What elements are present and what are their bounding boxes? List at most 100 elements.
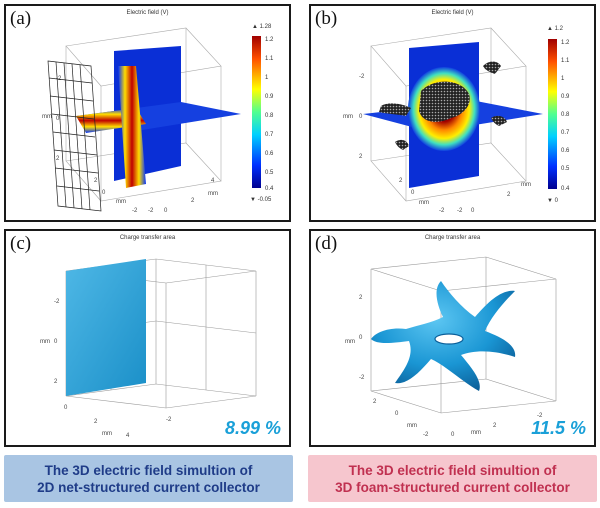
panel-title: Charge transfer area [424, 235, 481, 241]
tick: 2 [507, 192, 511, 198]
colorbar-tick: 1 [561, 76, 565, 82]
tick: 0 [471, 208, 475, 214]
charge-transfer-percentage: 8.99 % [224, 418, 281, 438]
colorbar-tick: 0.5 [265, 170, 274, 176]
colorbar-max: ▲ 1.28 [252, 24, 272, 30]
tick: 2 [359, 295, 363, 301]
current-collector-net [47, 60, 102, 212]
tick: 2 [56, 156, 60, 162]
panel-d-plot: 2 0 -2 mm 2 0 mm -2 0 2 mm -2 [345, 256, 557, 438]
axis-label: mm [116, 199, 126, 205]
tick: 2 [373, 399, 377, 405]
colorbar [252, 36, 261, 188]
colorbar-tick: 0.4 [265, 186, 274, 192]
colorbar-max: ▲ 1.2 [547, 26, 564, 32]
panel-label: (b) [315, 8, 338, 29]
tick: -2 [439, 208, 445, 214]
foam-branch-left [379, 103, 411, 116]
colorbar-tick: 0.8 [265, 113, 274, 119]
colorbar-tick: 0.6 [561, 148, 570, 154]
panel-b: -2 0 2 mm 2 0 mm -2 0 2 mm -2 ▲ 1.2 ▼ 0 … [309, 4, 596, 222]
axis-label: mm [419, 200, 429, 206]
axis-label: mm [345, 339, 355, 345]
panel-a: -2 0 2 mm 2 0 mm -2 0 2 4 mm -2 ▲ 1.28 ▼… [4, 4, 291, 222]
tick: -2 [359, 74, 365, 80]
tick: 0 [102, 190, 106, 196]
axis-label: mm [521, 182, 531, 188]
tick: 0 [411, 190, 415, 196]
colorbar-tick: 0.7 [265, 132, 274, 138]
tick: -2 [132, 208, 138, 214]
colorbar-tick: 1.2 [561, 40, 570, 46]
tick: 0 [164, 208, 168, 214]
tick: 2 [54, 379, 58, 385]
foam-pore [435, 334, 463, 344]
panel-title: Electric field (V) [126, 10, 169, 16]
colorbar-tick: 1.1 [265, 56, 274, 62]
colorbar-min: ▼ 0 [547, 198, 559, 204]
tick: 0 [54, 339, 58, 345]
tick: 0 [56, 116, 60, 122]
colorbar-tick: 0.9 [561, 94, 570, 100]
banner-line-1: The 3D electric field simultion of [348, 462, 557, 478]
tick: 0 [64, 405, 68, 411]
tick: -2 [166, 417, 172, 423]
tick: -2 [457, 208, 463, 214]
banner-line-2: 2D net-structured current collector [37, 479, 260, 495]
tick: -2 [148, 208, 154, 214]
foam-branch-right [483, 61, 501, 74]
colorbar-min: ▼ -0.05 [250, 197, 272, 203]
colorbar-tick: 0.8 [561, 112, 570, 118]
colorbar-tick: 1.2 [265, 37, 274, 43]
charge-transfer-sheet [66, 259, 146, 396]
hot-band-vertical [118, 66, 146, 188]
panel-c: -2 0 2 mm 0 2 4 mm -2 (c) Charge transfe… [4, 229, 291, 447]
colorbar-tick: 0.7 [561, 130, 570, 136]
foam-pore-edge [434, 333, 464, 345]
colorbar-tick: 0.9 [265, 94, 274, 100]
panel-a-plot: -2 0 2 mm 2 0 mm -2 0 2 4 mm -2 ▲ 1.28 ▼… [42, 24, 274, 214]
tick: 0 [359, 335, 363, 341]
caption-banner-2d: The 3D electric field simultion of 2D ne… [4, 455, 293, 502]
colorbar-tick: 1.1 [561, 58, 570, 64]
charge-transfer-percentage: 11.5 % [531, 418, 586, 438]
tick: -2 [56, 76, 62, 82]
axis-label: mm [471, 430, 481, 436]
axis-label: mm [42, 114, 52, 120]
panel-title: Charge transfer area [119, 235, 176, 241]
axis-label: mm [208, 191, 218, 197]
panel-label: (d) [315, 233, 338, 254]
tick: 0 [395, 411, 399, 417]
tick: 0 [359, 114, 363, 120]
axis-label: mm [407, 423, 417, 429]
caption-banner-3d: The 3D electric field simultion of 3D fo… [308, 455, 597, 502]
tick: 2 [493, 423, 497, 429]
tick: -2 [537, 413, 543, 419]
panel-d: 2 0 -2 mm 2 0 mm -2 0 2 mm -2 (d) Charge… [309, 229, 596, 447]
tick: 2 [94, 419, 98, 425]
colorbar-tick: 0.5 [561, 166, 570, 172]
banner-line-2: 3D foam-structured current collector [335, 479, 570, 495]
colorbar [548, 39, 557, 189]
panel-title: Electric field (V) [431, 10, 474, 16]
colorbar-tick: 1 [265, 75, 269, 81]
tick: 4 [126, 433, 130, 439]
panel-label: (a) [10, 8, 32, 29]
panel-label: (c) [10, 233, 32, 254]
tick: 2 [94, 178, 98, 184]
tick: -2 [54, 299, 60, 305]
tick: 2 [359, 154, 363, 160]
panel-b-plot: -2 0 2 mm 2 0 mm -2 0 2 mm -2 ▲ 1.2 ▼ 0 … [343, 26, 570, 214]
banner-line-1: The 3D electric field simultion of [44, 462, 253, 478]
tick: 0 [451, 432, 455, 438]
axis-label: mm [40, 339, 50, 345]
colorbar-tick: 0.4 [561, 186, 570, 192]
foam-structure-core [419, 81, 470, 122]
colorbar-tick: 0.6 [265, 151, 274, 157]
axis-label: mm [102, 431, 112, 437]
axis-label: mm [343, 114, 353, 120]
tick: 4 [211, 178, 215, 184]
tick: 2 [191, 198, 195, 204]
panel-c-plot: -2 0 2 mm 0 2 4 mm -2 [40, 258, 257, 439]
tick: -2 [423, 432, 429, 438]
